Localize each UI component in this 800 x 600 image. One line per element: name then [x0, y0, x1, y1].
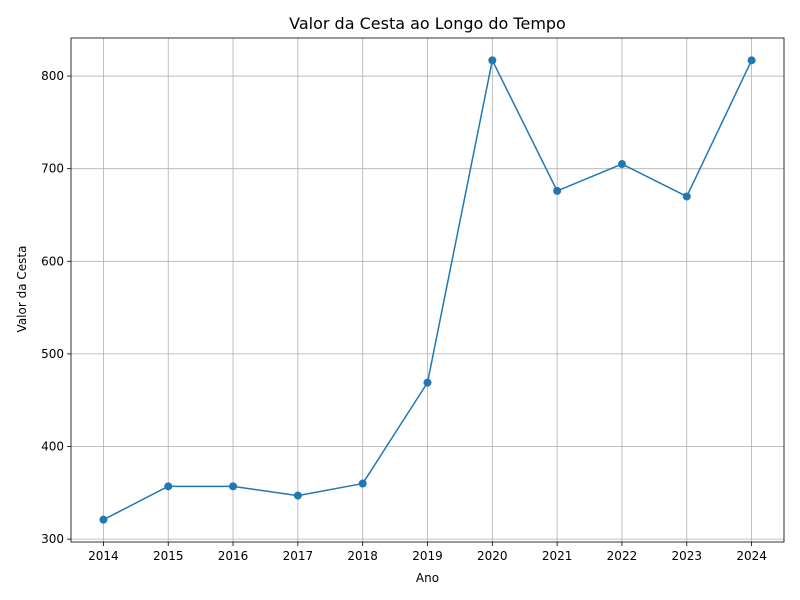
x-tick-label: 2019	[412, 549, 443, 563]
series-layer	[99, 56, 756, 524]
x-tick-label: 2015	[153, 549, 184, 563]
data-point	[99, 515, 108, 524]
y-tick-label: 700	[41, 162, 64, 176]
data-point	[293, 491, 302, 500]
data-point	[617, 160, 626, 169]
data-point	[229, 482, 238, 491]
data-point	[358, 479, 367, 488]
x-tick-label: 2018	[347, 549, 378, 563]
x-tick-label: 2017	[283, 549, 314, 563]
x-tick-label: 2016	[218, 549, 249, 563]
x-tick-label: 2021	[542, 549, 573, 563]
x-tick-label: 2024	[736, 549, 767, 563]
data-point	[682, 192, 691, 201]
x-axis: 2014 2015 2016 2017 2018 2019 2020 2021 2022 2023…	[88, 542, 767, 563]
x-tick-label: 2022	[607, 549, 638, 563]
x-axis-label: Ano	[416, 571, 439, 585]
data-point	[747, 56, 756, 65]
data-point	[164, 482, 173, 491]
x-tick-label: 2014	[88, 549, 119, 563]
x-tick-label: 2020	[477, 549, 508, 563]
y-tick-label: 600	[41, 254, 64, 268]
data-point	[423, 378, 432, 387]
y-axis: 300 400 500 600 700 800	[41, 69, 71, 546]
y-tick-label: 400	[41, 440, 64, 454]
data-point	[488, 56, 497, 65]
x-tick-label: 2023	[671, 549, 702, 563]
y-tick-label: 800	[41, 69, 64, 83]
y-tick-label: 300	[41, 532, 64, 546]
y-tick-label: 500	[41, 347, 64, 361]
data-point	[553, 186, 562, 195]
grid-lines	[71, 38, 784, 542]
y-axis-label: Valor da Cesta	[15, 246, 29, 333]
chart-title: Valor da Cesta ao Longo do Tempo	[289, 14, 566, 33]
